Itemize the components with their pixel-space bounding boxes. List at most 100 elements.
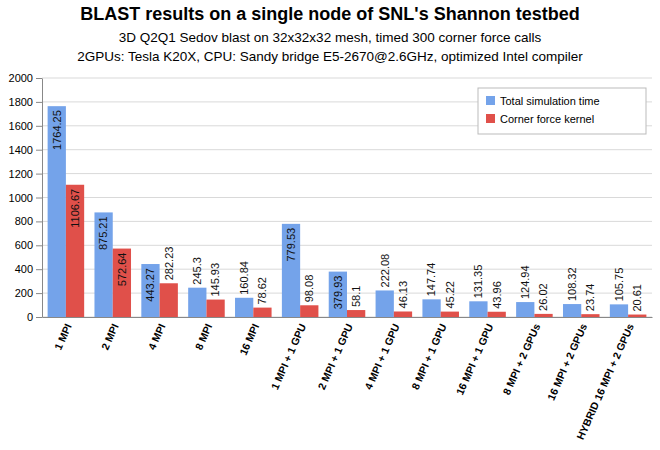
bar [376,290,394,317]
x-tick-label: 4 MPI [145,322,167,352]
x-tick: 8 MPI + 2 GPUs [500,317,542,397]
legend: Total simulation timeCorner force kernel [478,88,646,134]
y-tick-mark [36,126,42,127]
x-tick-label: 4 MPI + 1 GPU [362,322,402,392]
bar [188,288,206,317]
y-tick: 2000 [9,72,42,84]
data-label: 58.1 [350,286,362,307]
data-label: 245.3 [191,257,203,285]
x-tick-label: 8 MPI [192,322,214,352]
grid-line [42,269,652,270]
x-tick: 16 MPI [237,317,262,357]
bar [628,315,646,317]
x-tick: 2 MPI [99,317,121,352]
data-label: 26.02 [537,283,549,311]
data-label: 875.21 [97,216,109,250]
subtitle: 3D Q2Q1 Sedov blast on 32x32x32 mesh, ti… [119,30,542,45]
bar [516,302,534,317]
y-tick: 0 [27,311,42,323]
y-tick-label: 1600 [9,120,33,132]
bar [563,304,581,317]
y-tick-mark [36,78,42,79]
data-label: 145.93 [209,263,221,297]
grid-line [42,173,652,174]
bar [469,301,487,317]
y-tick-mark [36,221,42,222]
data-label: 124.94 [519,265,531,299]
x-tick-label: 16 MPI [237,322,262,357]
x-axis: 1 MPI2 MPI4 MPI8 MPI16 MPI1 MPI + 1 GPU2… [43,317,653,441]
bar [394,311,412,317]
x-tick: HYBRID 16 MPI + 2 GPUs [574,317,636,441]
x-tick-label: 8 MPI + 2 GPUs [500,322,542,397]
y-tick-mark [36,245,42,246]
y-tick-label: 1000 [9,192,33,204]
bars [48,106,647,317]
subtitle: 2GPUs: Tesla K20X, CPU: Sandy bridge E5-… [77,49,583,64]
x-tick: 16 MPI + 1 GPU [453,317,495,397]
bar [206,300,224,317]
data-label: 23.74 [584,284,596,312]
y-tick-label: 600 [15,239,33,251]
x-tick: 16 MPI + 2 GPUs [545,317,590,402]
x-tick-label: 16 MPI + 2 GPUs [545,322,590,402]
y-tick: 1000 [9,192,42,204]
data-label: 98.08 [303,275,315,303]
data-label: 45.22 [444,281,456,309]
y-tick-label: 1800 [9,96,33,108]
legend-box [478,88,646,134]
y-tick-label: 2000 [9,72,33,84]
y-tick-label: 400 [15,263,33,275]
grid-line [42,197,652,198]
bar [141,264,159,317]
x-tick-label: 16 MPI + 1 GPU [453,322,495,397]
x-tick: 4 MPI [145,317,167,352]
grid-line [42,221,652,222]
y-tick-mark [36,102,42,103]
data-label: 779.53 [285,228,297,262]
bar [488,312,506,317]
data-label: 160.84 [238,261,250,295]
grid-line [42,245,652,246]
x-axis-line [43,317,653,318]
y-tick-mark [36,269,42,270]
y-tick: 600 [15,239,42,251]
data-label: 108.32 [566,267,578,301]
data-label: 20.61 [631,284,643,312]
bar [422,299,440,317]
bar [235,298,253,317]
y-tick-label: 1400 [9,144,33,156]
data-labels: 1764.25875.21443.27245.3160.84779.53379.… [51,110,643,311]
y-tick: 800 [15,215,42,227]
bar [66,185,84,317]
bar [610,304,628,317]
data-label: 147.74 [425,263,437,297]
x-tick-label: 2 MPI + 1 GPU [315,322,355,392]
data-label: 105.75 [613,268,625,302]
bar [48,106,66,317]
y-tick-mark [36,317,42,318]
y-tick: 200 [15,287,42,299]
x-tick: 2 MPI + 1 GPU [315,317,355,391]
y-tick: 400 [15,263,42,275]
legend-swatch [486,96,495,105]
bar [329,272,347,317]
bar [441,312,459,317]
y-tick-mark [36,293,42,294]
x-tick-label: 1 MPI + 1 GPU [268,322,308,392]
grid-line [42,149,652,150]
y-tick-label: 800 [15,215,33,227]
bar [282,224,300,317]
x-tick-label: HYBRID 16 MPI + 2 GPUs [574,322,636,442]
y-axis-line [42,79,43,318]
x-tick: 8 MPI + 1 GPU [409,317,449,391]
legend-swatch [486,114,495,123]
data-label: 1106.67 [69,189,81,228]
y-tick-label: 200 [15,287,33,299]
data-label: 443.27 [144,268,156,302]
y-axis: 0200400600800100012001400160018002000 [9,72,43,323]
title: BLAST results on a single node of SNL's … [80,4,579,24]
legend-label: Corner force kernel [500,113,594,125]
y-tick-mark [36,198,42,199]
y-tick: 1400 [9,144,42,156]
